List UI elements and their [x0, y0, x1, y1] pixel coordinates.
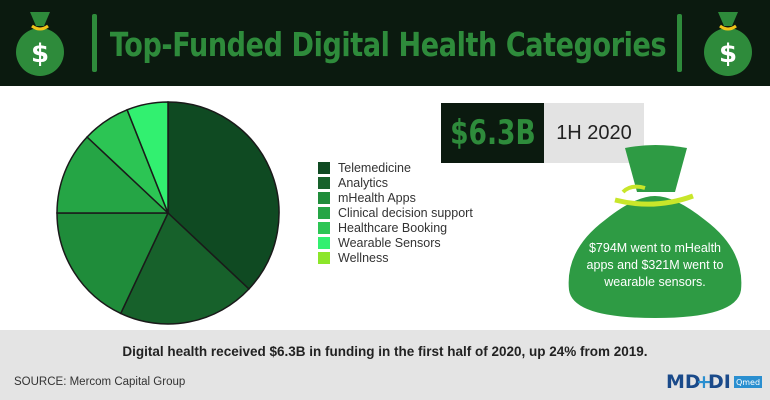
legend-label: Analytics	[338, 175, 389, 190]
pie-slice-analytics	[119, 211, 250, 325]
total-amount: $6.3B	[449, 113, 536, 153]
legend-label: Wellness	[338, 250, 389, 265]
header-banner: $ Top-Funded Digital Health Categories $	[0, 0, 770, 86]
legend-item: Clinical decision support	[318, 205, 473, 220]
svg-text:$: $	[31, 39, 49, 69]
pie-slice-telemedicine	[167, 101, 280, 291]
source-citation: SOURCE: Mercom Capital Group	[14, 376, 186, 388]
pie-slice-wearable-sensors	[126, 101, 169, 214]
total-amount-box: $6.3B	[441, 103, 544, 163]
legend-label: Healthcare Booking	[338, 220, 448, 235]
legend-item: Wearable Sensors	[318, 235, 473, 250]
title-divider-left	[92, 14, 97, 72]
svg-text:Qmed: Qmed	[736, 378, 760, 387]
svg-text:+: +	[696, 371, 712, 393]
legend-item: Healthcare Booking	[318, 220, 473, 235]
title-divider-right	[677, 14, 682, 72]
money-bag-illustration	[568, 145, 742, 318]
legend-swatch	[318, 191, 330, 204]
legend-swatch	[318, 221, 330, 234]
legend-item: mHealth Apps	[318, 190, 473, 205]
legend-item: Telemedicine	[318, 160, 473, 175]
footer: Digital health received $6.3B in funding…	[0, 330, 770, 400]
svg-text:MD: MD	[666, 371, 701, 393]
legend-label: Wearable Sensors	[338, 235, 441, 250]
mddi-logo: MD + DI Qmed	[666, 371, 762, 393]
bag-note: $794M went to mHealth apps and $321M wen…	[586, 241, 724, 289]
pie-slice-clinical-decision-support	[56, 135, 170, 214]
legend-item: Wellness	[318, 250, 473, 265]
chart-legend: Telemedicine Analytics mHealth Apps Clinica…	[318, 160, 473, 265]
legend-swatch	[318, 236, 330, 249]
legend-label: Clinical decision support	[338, 205, 473, 220]
legend-label: mHealth Apps	[338, 190, 416, 205]
footer-summary: Digital health received $6.3B in funding…	[122, 344, 648, 359]
legend-label: Telemedicine	[338, 160, 411, 175]
legend-swatch	[318, 176, 330, 189]
money-bag-icon: $	[704, 12, 752, 76]
legend-swatch	[318, 251, 330, 264]
pie-slice-mhealth-apps	[56, 212, 170, 315]
svg-text:DI: DI	[708, 371, 731, 393]
legend-swatch	[318, 206, 330, 219]
money-bag-icon: $	[16, 12, 64, 76]
legend-item: Analytics	[318, 175, 473, 190]
period-label: 1H 2020	[544, 103, 644, 163]
funding-pie-chart	[56, 101, 280, 325]
page-title: Top-Funded Digital Health Categories	[109, 24, 667, 64]
svg-text:$: $	[719, 39, 737, 69]
legend-swatch	[318, 161, 330, 174]
